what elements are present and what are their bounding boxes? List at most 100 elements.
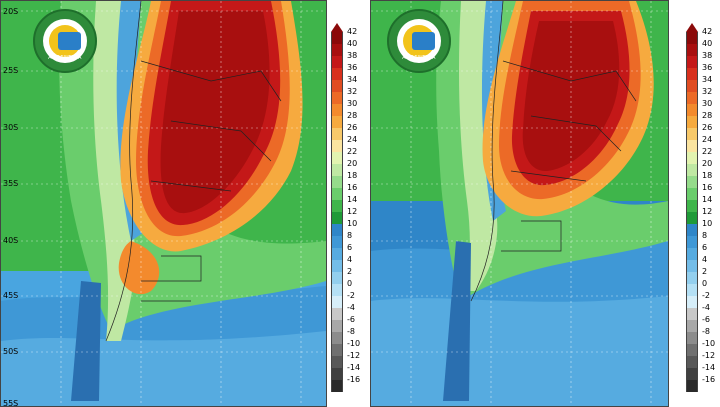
colorbar-cell (331, 68, 343, 80)
smn-logo: ARGENTINA (33, 9, 97, 73)
colorbar-cell (331, 152, 343, 164)
colorbar-label: 26 (702, 123, 713, 132)
sun-icon (49, 25, 81, 57)
colorbar-label: 32 (702, 87, 713, 96)
map-right: ARGENTINA (370, 0, 669, 407)
colorbar-tip (686, 23, 698, 32)
lat-label: 40S (3, 236, 19, 245)
colorbar-cell (686, 80, 698, 92)
colorbar-label: 2 (702, 267, 708, 276)
colorbar-label: 18 (702, 171, 713, 180)
colorbar-cell (331, 260, 343, 272)
colorbar-cell (686, 368, 698, 380)
colorbar-cell (331, 92, 343, 104)
colorbar-label: 12 (702, 207, 713, 216)
colorbar-label: 6 (347, 243, 353, 252)
colorbar-cell (331, 308, 343, 320)
colorbar-cell (331, 368, 343, 380)
colorbar-cell (331, 236, 343, 248)
colorbar-label: -4 (702, 303, 710, 312)
colorbar-cell (686, 236, 698, 248)
colorbar-label: 32 (347, 87, 358, 96)
colorbar-cell (331, 188, 343, 200)
colorbar-label: 30 (702, 99, 713, 108)
lat-label: 45S (3, 291, 19, 300)
temperature-field-right (371, 1, 668, 406)
colorbar-label: 22 (347, 147, 358, 156)
lat-label: 20S (3, 7, 19, 16)
colorbar-label: -8 (702, 327, 710, 336)
lat-label: 25S (3, 66, 19, 75)
colorbar-label: -6 (347, 315, 355, 324)
map-panel-left: 20S 25S 30S 35S 40S 45S 50S 55S ARGENTIN… (0, 0, 361, 407)
colorbar-cell (331, 212, 343, 224)
colorbar-cell (331, 332, 343, 344)
colorbar-cell (331, 32, 343, 44)
colorbar-label: 38 (702, 51, 713, 60)
colorbar-label: 42 (347, 27, 358, 36)
colorbar-cell (686, 284, 698, 296)
smn-logo: ARGENTINA (387, 9, 451, 73)
colorbar-label: 42 (702, 27, 713, 36)
colorbar-label: -10 (702, 339, 716, 348)
colorbar-label: -16 (347, 375, 361, 384)
colorbar-cell (686, 380, 698, 392)
colorbar-label: 28 (347, 111, 358, 120)
colorbar-cell (331, 176, 343, 188)
colorbar-label: 8 (702, 231, 708, 240)
colorbar-cell (686, 200, 698, 212)
colorbar-label: 2 (347, 267, 353, 276)
colorbar-cell (331, 320, 343, 332)
colorbar-label: 16 (347, 183, 358, 192)
colorbar-label: -10 (347, 339, 361, 348)
colorbar-label: 28 (702, 111, 713, 120)
colorbar-cell (331, 272, 343, 284)
colorbar-cell (686, 68, 698, 80)
colorbar-label: 24 (702, 135, 713, 144)
colorbar-label: 34 (702, 75, 713, 84)
colorbar-cell (686, 164, 698, 176)
colorbar-cell (331, 356, 343, 368)
colorbar-cell (331, 128, 343, 140)
colorbar-label: -12 (702, 351, 716, 360)
colorbar-cell (686, 224, 698, 236)
colorbar-label: 14 (702, 195, 713, 204)
colorbar-cell (331, 284, 343, 296)
colorbar-label: 16 (702, 183, 713, 192)
colorbar-cell (686, 116, 698, 128)
colorbar-label: -2 (347, 291, 355, 300)
colorbar-cell (331, 164, 343, 176)
lat-label: 35S (3, 179, 19, 188)
lat-label: 50S (3, 347, 19, 356)
colorbar-label: 30 (347, 99, 358, 108)
latitude-labels: 20S 25S 30S 35S 40S 45S 50S 55S (1, 1, 31, 406)
colorbar-label: 22 (702, 147, 713, 156)
map-panel-right: ARGENTINA 42 40 38 36 34 32 30 28 26 24 22 20 18 16 14… (370, 0, 720, 407)
colorbar-cell (686, 332, 698, 344)
colorbar-cell (686, 128, 698, 140)
colorbar-cell (686, 260, 698, 272)
colorbar-cell (686, 44, 698, 56)
logo-word: ARGENTINA (48, 55, 82, 61)
colorbar-cell (331, 200, 343, 212)
colorbar-label: -14 (702, 363, 716, 372)
colorbar-label: 4 (702, 255, 708, 264)
colorbar-cell (686, 32, 698, 44)
colorbar-label: -4 (347, 303, 355, 312)
sun-icon (403, 25, 435, 57)
colorbar-cell (686, 356, 698, 368)
colorbar-cell (686, 56, 698, 68)
lat-label: 30S (3, 123, 19, 132)
colorbar-label: 36 (347, 63, 358, 72)
colorbar-label: 10 (347, 219, 358, 228)
colorbar-label: 12 (347, 207, 358, 216)
colorbar-label: -14 (347, 363, 361, 372)
colorbar-label: 36 (702, 63, 713, 72)
colorbar-label: 14 (347, 195, 358, 204)
colorbar-label: 10 (702, 219, 713, 228)
colorbar-label: 18 (347, 171, 358, 180)
colorbar-label: 8 (347, 231, 353, 240)
colorbar-cell (686, 140, 698, 152)
colorbar-tip (331, 23, 343, 32)
colorbar-cell (331, 344, 343, 356)
